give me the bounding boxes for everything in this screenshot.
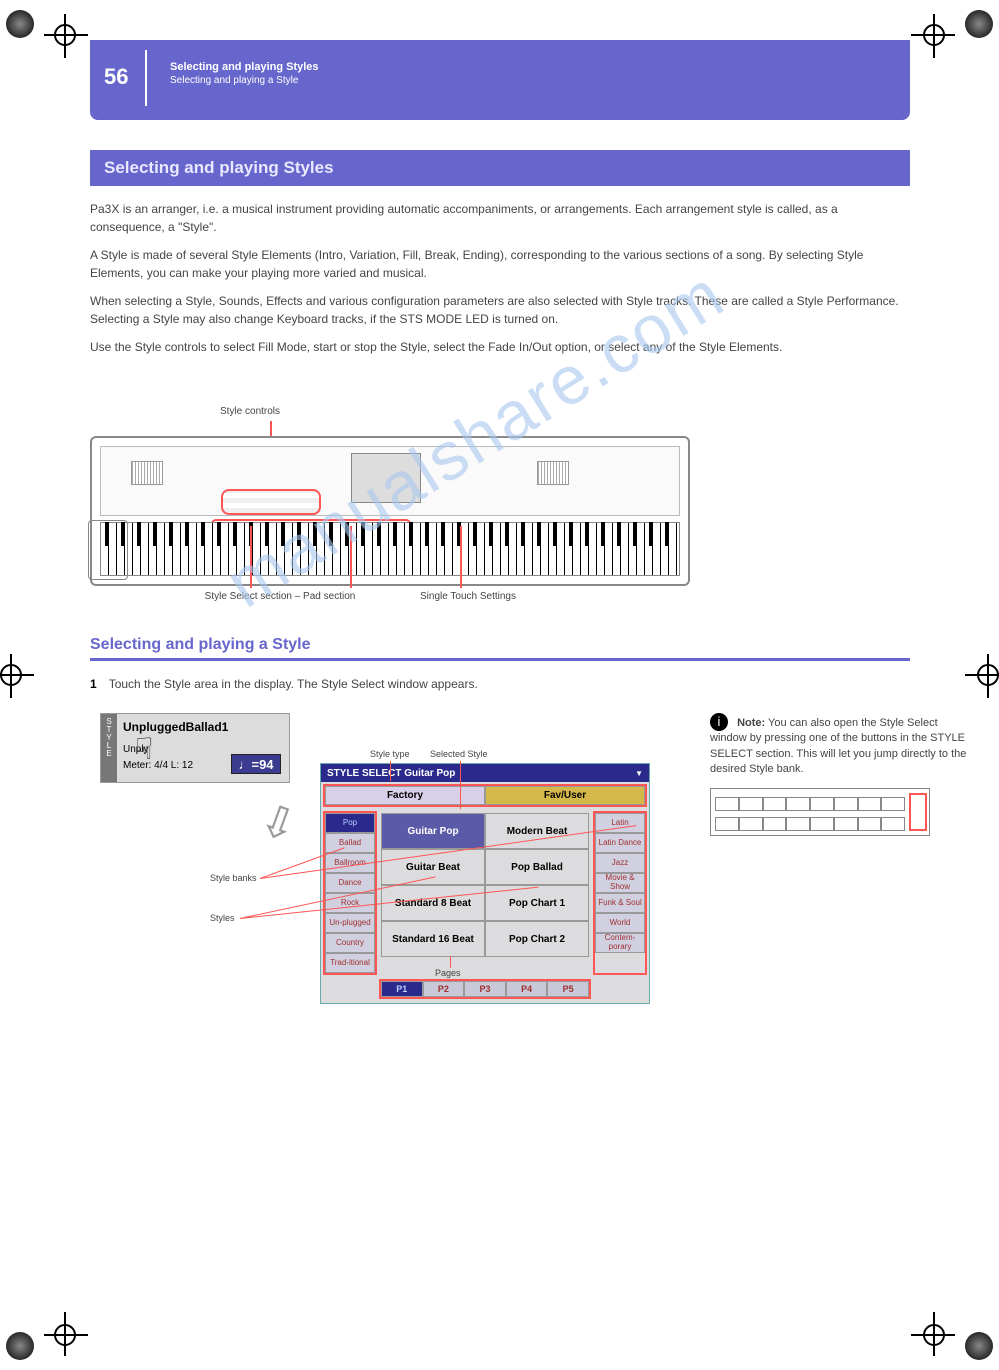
callout-selected-style: Selected Style: [430, 749, 488, 759]
note-icon: i: [710, 713, 728, 731]
page-p5[interactable]: P5: [547, 981, 589, 997]
bank-movie[interactable]: Movie & Show: [595, 873, 645, 893]
page-p2[interactable]: P2: [423, 981, 465, 997]
kbd-pointer-left2: [350, 526, 352, 588]
mini-style-select-panel: [710, 788, 930, 836]
style-meter: Meter: 4/4 L: 12: [123, 760, 193, 771]
bank-contemporary[interactable]: Contem-porary: [595, 933, 645, 953]
crop-mark-tl: [0, 0, 90, 90]
arrow-down-icon: ⇩: [252, 793, 304, 854]
bank-traditional[interactable]: Trad-itional: [325, 953, 375, 973]
style-cell-1-1[interactable]: Pop Ballad: [485, 849, 589, 885]
bank-world[interactable]: World: [595, 913, 645, 933]
callout-styles: Styles: [210, 913, 235, 923]
side-note-column: i Note: You can also open the Style Sele…: [710, 713, 970, 836]
intro-p2: A Style is made of several Style Element…: [90, 246, 910, 282]
subheading: Selecting and playing a Style: [90, 636, 910, 661]
style-cell-3-0[interactable]: Standard 16 Beat: [381, 921, 485, 957]
page-p4[interactable]: P4: [506, 981, 548, 997]
crop-mark-tr: [909, 0, 999, 90]
kbd-pointer-left: [250, 526, 252, 588]
callout-line-type: [390, 761, 391, 781]
callout-style-type: Style type: [370, 749, 410, 759]
bank-rock[interactable]: Rock: [325, 893, 375, 913]
kbd-speaker-left: [131, 461, 163, 485]
crop-mark-br: [909, 1280, 999, 1370]
mini-row2: [715, 817, 905, 831]
page-p3[interactable]: P3: [464, 981, 506, 997]
style-side-label: STYLE: [101, 714, 117, 782]
callout-pages: Pages: [435, 968, 461, 978]
kbd-panel: [100, 446, 680, 516]
left-bank-tabs: Pop Ballad Ballroom Dance Rock Un-plugge…: [323, 811, 377, 975]
intro-text: Pa3X is an arranger, i.e. a musical inst…: [90, 200, 910, 356]
kbd-label-left: Style Select section – Pad section: [150, 591, 410, 602]
style-select-window: STYLE SELECT Guitar Pop ▼ Factory Fav/Us…: [320, 763, 650, 1004]
callout-line-selstyle: [460, 761, 461, 809]
style-area-box[interactable]: STYLE UnpluggedBallad1 Unply Meter: 4/4 …: [100, 713, 290, 783]
callout-style-banks: Style banks: [210, 873, 257, 883]
callout-line-pages: [450, 956, 451, 968]
menu-triangle-icon[interactable]: ▼: [635, 769, 643, 778]
kbd-speaker-right: [537, 461, 569, 485]
crop-mark-bl: [0, 1280, 90, 1370]
page-content: 56 Selecting and playing Styles Selectin…: [90, 40, 910, 993]
bank-funk[interactable]: Funk & Soul: [595, 893, 645, 913]
style-select-titlebar: STYLE SELECT Guitar Pop ▼: [321, 764, 649, 782]
step1-number: 1: [90, 675, 97, 693]
hand-icon: ☟: [135, 732, 153, 767]
style-type-tabs: Factory Fav/User: [323, 784, 647, 807]
section-banner: Selecting and playing Styles: [90, 150, 910, 186]
keyboard-drawing: [90, 436, 690, 586]
page-number-box: 56: [104, 50, 157, 106]
kbd-black-keys: [100, 522, 680, 546]
bank-unplugged[interactable]: Un-plugged: [325, 913, 375, 933]
step1-body: Touch the Style area in the display. The…: [109, 675, 478, 693]
style-cell-3-1[interactable]: Pop Chart 2: [485, 921, 589, 957]
kbd-label-right: Single Touch Settings: [420, 591, 516, 602]
page-number-divider: [145, 50, 147, 106]
style-select-title: STYLE SELECT Guitar Pop: [327, 768, 455, 779]
page-tabs: P1 P2 P3 P4 P5: [379, 979, 591, 999]
kbd-pointer-right: [460, 526, 462, 588]
bank-country[interactable]: Country: [325, 933, 375, 953]
kbd-style-controls-highlight: [221, 489, 321, 515]
style-cell-0-0[interactable]: Guitar Pop: [381, 813, 485, 849]
note-label: Note:: [737, 717, 765, 729]
crop-mark-ml: [0, 640, 70, 730]
header-band: 56 Selecting and playing Styles Selectin…: [90, 40, 910, 120]
side-note: i Note: You can also open the Style Sele…: [710, 713, 970, 778]
style-tempo: ♩=94: [231, 754, 281, 774]
intro-p1: Pa3X is an arranger, i.e. a musical inst…: [90, 200, 910, 236]
mini-row1: [715, 797, 905, 811]
right-bank-tabs: Latin Latin Dance Jazz Movie & Show Funk…: [593, 811, 647, 975]
figure-row: STYLE UnpluggedBallad1 Unply Meter: 4/4 …: [90, 713, 910, 993]
step1-text: 1 Touch the Style area in the display. T…: [90, 675, 910, 693]
page-p1[interactable]: P1: [381, 981, 423, 997]
bank-jazz[interactable]: Jazz: [595, 853, 645, 873]
kbd-lcd: [351, 453, 421, 503]
header-title-main: Selecting and playing Styles: [170, 60, 319, 74]
style-cell-2-0[interactable]: Standard 8 Beat: [381, 885, 485, 921]
keyboard-figure: Style controls Style Select section – Pa…: [90, 376, 910, 606]
mini-highlight: [909, 793, 927, 831]
bank-ballad[interactable]: Ballad: [325, 833, 375, 853]
tab-factory[interactable]: Factory: [325, 786, 485, 805]
intro-p3: When selecting a Style, Sounds, Effects …: [90, 292, 910, 328]
bank-pop[interactable]: Pop: [325, 813, 375, 833]
kbd-label-top: Style controls: [220, 406, 280, 417]
header-text: Selecting and playing Styles Selecting a…: [170, 60, 319, 87]
kbd-joystick-panel: [88, 520, 128, 580]
bank-latindance[interactable]: Latin Dance: [595, 833, 645, 853]
header-title-sub: Selecting and playing a Style: [170, 74, 319, 87]
page-number: 56: [104, 64, 128, 89]
intro-p4: Use the Style controls to select Fill Mo…: [90, 338, 910, 356]
tab-favuser[interactable]: Fav/User: [485, 786, 645, 805]
